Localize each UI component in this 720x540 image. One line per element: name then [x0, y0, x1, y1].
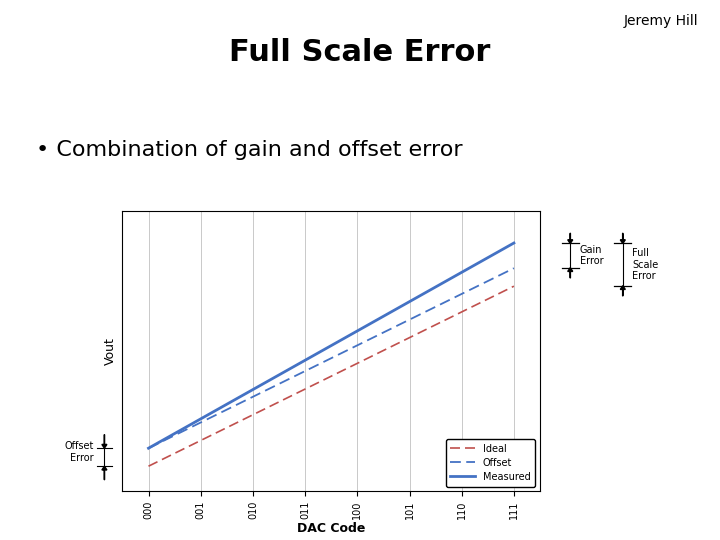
Text: • Combination of gain and offset error: • Combination of gain and offset error: [36, 140, 463, 160]
Text: Offset
Error: Offset Error: [64, 441, 94, 463]
Text: Full
Scale
Error: Full Scale Error: [632, 248, 658, 281]
Text: Full Scale Error: Full Scale Error: [229, 38, 491, 67]
X-axis label: DAC Code: DAC Code: [297, 522, 365, 535]
Y-axis label: Vout: Vout: [104, 337, 117, 365]
Legend: Ideal, Offset, Measured: Ideal, Offset, Measured: [446, 439, 535, 487]
Text: Gain
Error: Gain Error: [580, 245, 603, 266]
Text: Jeremy Hill: Jeremy Hill: [624, 14, 698, 28]
